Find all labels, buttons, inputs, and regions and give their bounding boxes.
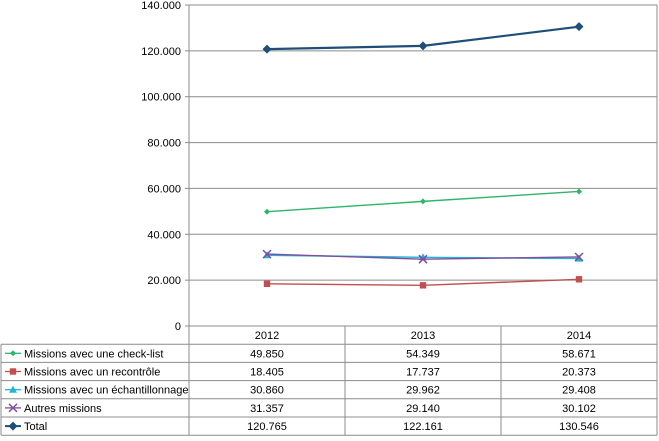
data-point-stroke (418, 254, 428, 264)
x-tick-label: 2012 (255, 330, 279, 342)
data-point (262, 44, 272, 54)
data-point (264, 208, 270, 215)
data-label: 49.850 (250, 348, 284, 360)
data-label: 58.671 (562, 348, 596, 360)
series-4 (262, 22, 584, 54)
data-point (262, 249, 272, 259)
data-label: 122.161 (403, 421, 443, 433)
data-label: 31.357 (250, 403, 284, 415)
y-tick-label: 0 (175, 321, 181, 333)
data-label: 29.962 (406, 385, 440, 397)
data-point-stroke (574, 252, 584, 262)
data-label: 120.765 (247, 421, 287, 433)
series-1 (263, 276, 583, 289)
data-point (9, 368, 17, 375)
data-point-stroke (8, 403, 18, 413)
data-point (418, 254, 428, 264)
legend-key (5, 385, 21, 393)
legend-entry: Missions avec une check-list (24, 348, 163, 360)
data-point (9, 385, 17, 393)
legend-key (5, 368, 21, 375)
y-tick-label: 100.000 (141, 92, 181, 104)
data-point (10, 350, 16, 357)
legend-entry: Missions avec un recontrôle (24, 367, 160, 379)
data-label: 30.860 (250, 385, 284, 397)
grid-layer (189, 4, 657, 327)
legend-entry: Missions avec un échantillonnage (24, 385, 189, 397)
data-label: 20.373 (562, 367, 596, 379)
data-label: 130.546 (559, 421, 599, 433)
y-tick-label: 120.000 (141, 46, 181, 58)
data-point (263, 280, 271, 287)
data-point (575, 276, 583, 283)
x-tick-label: 2013 (411, 330, 435, 342)
legend-key (5, 350, 21, 357)
data-label: 18.405 (250, 367, 284, 379)
data-label: 54.349 (406, 348, 440, 360)
data-label: 17.737 (406, 367, 440, 379)
series-3 (262, 249, 584, 264)
series-0 (264, 188, 582, 215)
data-point (574, 252, 584, 262)
data-label: 29.140 (406, 403, 440, 415)
data-table: 2012 2013 2014 Missions avec une check-list… (0, 325, 658, 436)
data-point-stroke (262, 249, 272, 259)
data-point (8, 421, 18, 431)
legend-key (5, 421, 21, 431)
y-tick-label: 40.000 (147, 229, 181, 241)
data-point (576, 188, 582, 195)
y-axis: 0 20.000 40.000 60.000 80.000 100.000 120.000 1… (141, 0, 658, 333)
data-point (418, 41, 428, 51)
legend-entry: Total (24, 421, 47, 433)
y-tick-label: 20.000 (147, 275, 181, 287)
legend-entry: Autres missions (24, 403, 102, 415)
legend-key (5, 403, 21, 413)
y-tick-label: 140.000 (141, 0, 181, 12)
series-layer (262, 22, 584, 289)
data-point (8, 403, 18, 413)
data-point (420, 198, 426, 205)
x-tick-label: 2014 (567, 330, 591, 342)
data-point (419, 282, 427, 289)
data-label: 30.102 (562, 403, 596, 415)
data-point (574, 22, 584, 32)
y-tick-label: 80.000 (147, 138, 181, 150)
y-tick-label: 60.000 (147, 183, 181, 195)
data-label: 29.408 (562, 385, 596, 397)
